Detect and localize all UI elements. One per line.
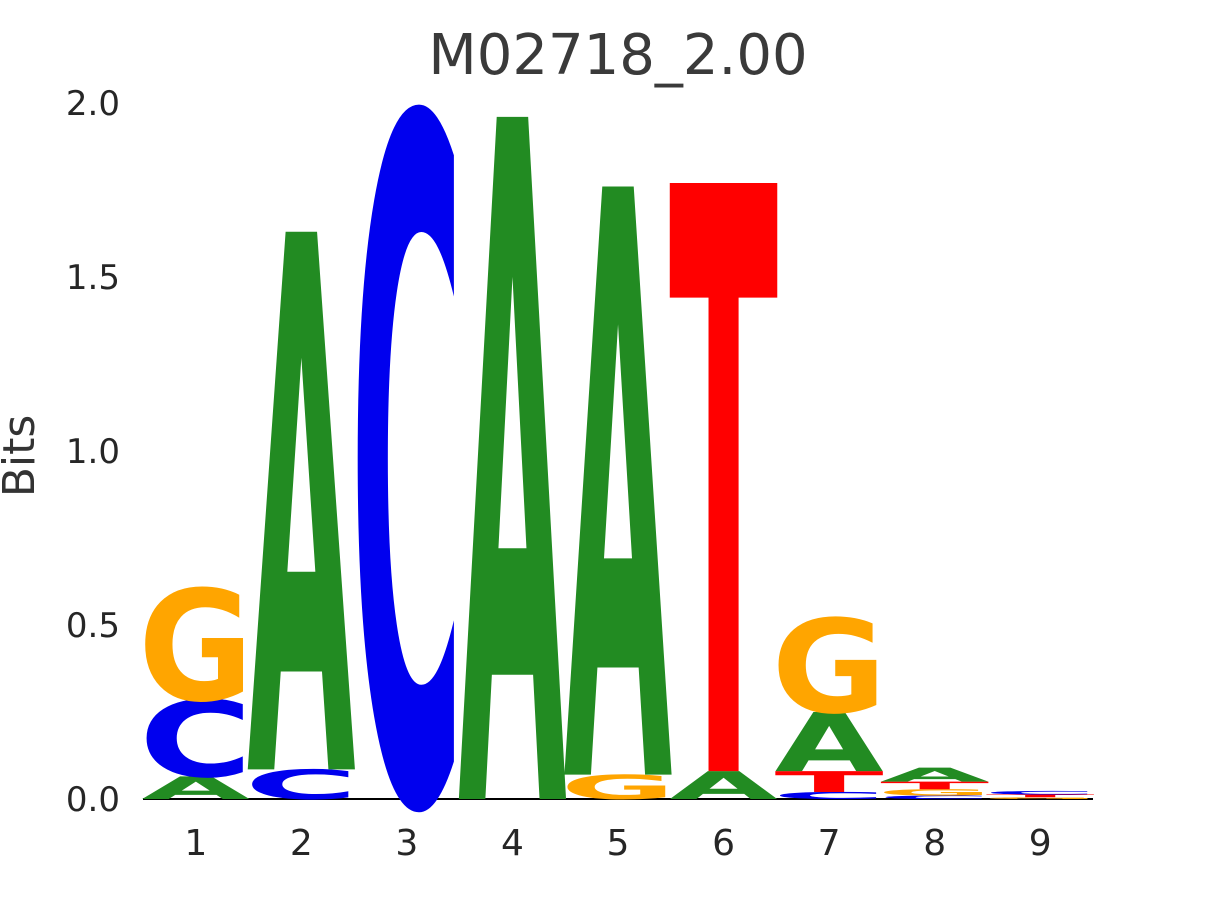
logo-letter-G: G <box>983 797 1098 800</box>
logo-letter-C: C <box>772 790 886 801</box>
logo-letter-C: C <box>244 761 358 808</box>
x-tick-label: 6 <box>712 823 735 864</box>
x-tick-label: 4 <box>501 823 524 864</box>
logo-letter-G: G <box>138 558 253 736</box>
logo-letter-A: A <box>669 764 778 808</box>
x-tick-label: 5 <box>607 823 630 864</box>
logo-letter-A: A <box>564 26 674 900</box>
logo-letter-G: G <box>877 788 992 798</box>
logo-letter-C: C <box>983 790 1097 796</box>
x-tick-label: 7 <box>818 823 841 864</box>
logo-letter-C: C <box>878 795 992 801</box>
chart-title: M02718_2.00 <box>428 23 808 88</box>
y-axis-label: Bits <box>0 414 45 498</box>
y-tick-label: 1.0 <box>66 432 120 472</box>
logo-letter-A: A <box>142 770 251 806</box>
logo-letter-T: T <box>669 23 779 900</box>
x-tick-label: 3 <box>395 823 418 864</box>
logo-letter-G: G <box>772 592 887 742</box>
x-tick-label: 8 <box>923 823 946 864</box>
x-tick-label: 2 <box>290 823 313 864</box>
logo-letter-C: C <box>139 680 253 802</box>
y-tick-label: 1.5 <box>66 258 120 298</box>
logo-letter-T: T <box>880 780 989 792</box>
logo-letter-T: T <box>986 794 1095 798</box>
x-tick-label: 9 <box>1029 823 1052 864</box>
y-tick-label: 0.0 <box>66 780 120 820</box>
logo-letter-A: A <box>458 0 568 900</box>
logo-letter-A: A <box>247 86 357 900</box>
logo-letter-A: A <box>880 764 989 786</box>
logo-letter-T: T <box>775 766 884 799</box>
y-tick-label: 0.5 <box>66 606 120 646</box>
logo-letter-G: G <box>560 768 675 807</box>
y-tick-label: 2.0 <box>66 84 120 124</box>
logo-letter-A: A <box>775 697 884 791</box>
logo-letter-C: C <box>350 0 464 900</box>
x-tick-label: 1 <box>184 823 207 864</box>
